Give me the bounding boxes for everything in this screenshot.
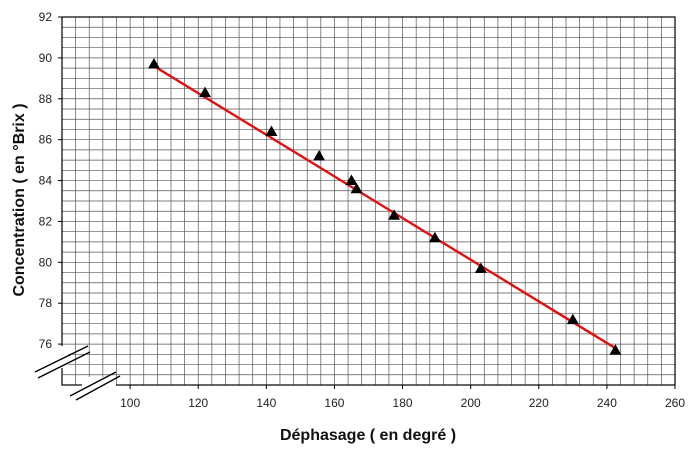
axes bbox=[58, 16, 676, 389]
x-axis-break-mask bbox=[82, 377, 116, 393]
x-tick-label: 140 bbox=[256, 396, 276, 410]
fit-line-group bbox=[153, 65, 617, 350]
tick-labels: 100 120 140 160 180 200 220 240 260 76 78 80 82 84 86 8… bbox=[39, 10, 686, 410]
data-point-triangle bbox=[199, 86, 212, 98]
y-tick-label: 90 bbox=[39, 51, 53, 65]
x-tick-label: 120 bbox=[188, 396, 208, 410]
x-axis-title: Déphasage ( en degré ) bbox=[280, 427, 456, 444]
plot-frame bbox=[61, 16, 676, 386]
data-point-triangle bbox=[147, 58, 160, 69]
data-point-triangle bbox=[566, 313, 579, 325]
y-tick-label: 86 bbox=[39, 133, 53, 147]
x-axis-break-mark bbox=[75, 375, 121, 401]
y-axis-title: Concentration ( en °Brix ) bbox=[11, 103, 28, 296]
data-point-triangle bbox=[313, 150, 326, 161]
x-tick-label: 200 bbox=[461, 396, 481, 410]
x-tick-label: 100 bbox=[120, 396, 140, 410]
y-tick-label: 82 bbox=[39, 214, 53, 228]
x-tick-label: 160 bbox=[324, 396, 344, 410]
y-tick-label: 92 bbox=[39, 10, 53, 24]
y-axis-break-mark bbox=[34, 345, 89, 373]
y-axis-break-mark bbox=[37, 351, 91, 379]
x-tick-label: 240 bbox=[597, 396, 617, 410]
data-point-triangle bbox=[474, 262, 487, 273]
y-tick-label: 88 bbox=[39, 92, 53, 106]
data-point-triangle bbox=[388, 209, 401, 220]
fit-line bbox=[153, 65, 617, 350]
y-tick-label: 78 bbox=[39, 296, 53, 310]
axis-breaks bbox=[34, 345, 121, 401]
data-point-triangle bbox=[345, 174, 358, 186]
data-points bbox=[147, 58, 622, 355]
y-tick-label: 84 bbox=[39, 174, 53, 188]
data-point-triangle bbox=[350, 182, 363, 194]
data-point-triangle bbox=[609, 344, 622, 355]
x-axis-break-mark bbox=[69, 371, 117, 397]
grid bbox=[62, 17, 675, 385]
y-tick-label: 80 bbox=[39, 255, 53, 269]
x-tick-label: 180 bbox=[393, 396, 413, 410]
y-axis-break-mask bbox=[34, 346, 68, 368]
data-point-triangle bbox=[428, 231, 441, 243]
data-point-triangle bbox=[265, 125, 278, 136]
y-tick-label: 76 bbox=[39, 337, 53, 351]
x-tick-label: 220 bbox=[529, 396, 549, 410]
x-tick-label: 260 bbox=[665, 396, 685, 410]
